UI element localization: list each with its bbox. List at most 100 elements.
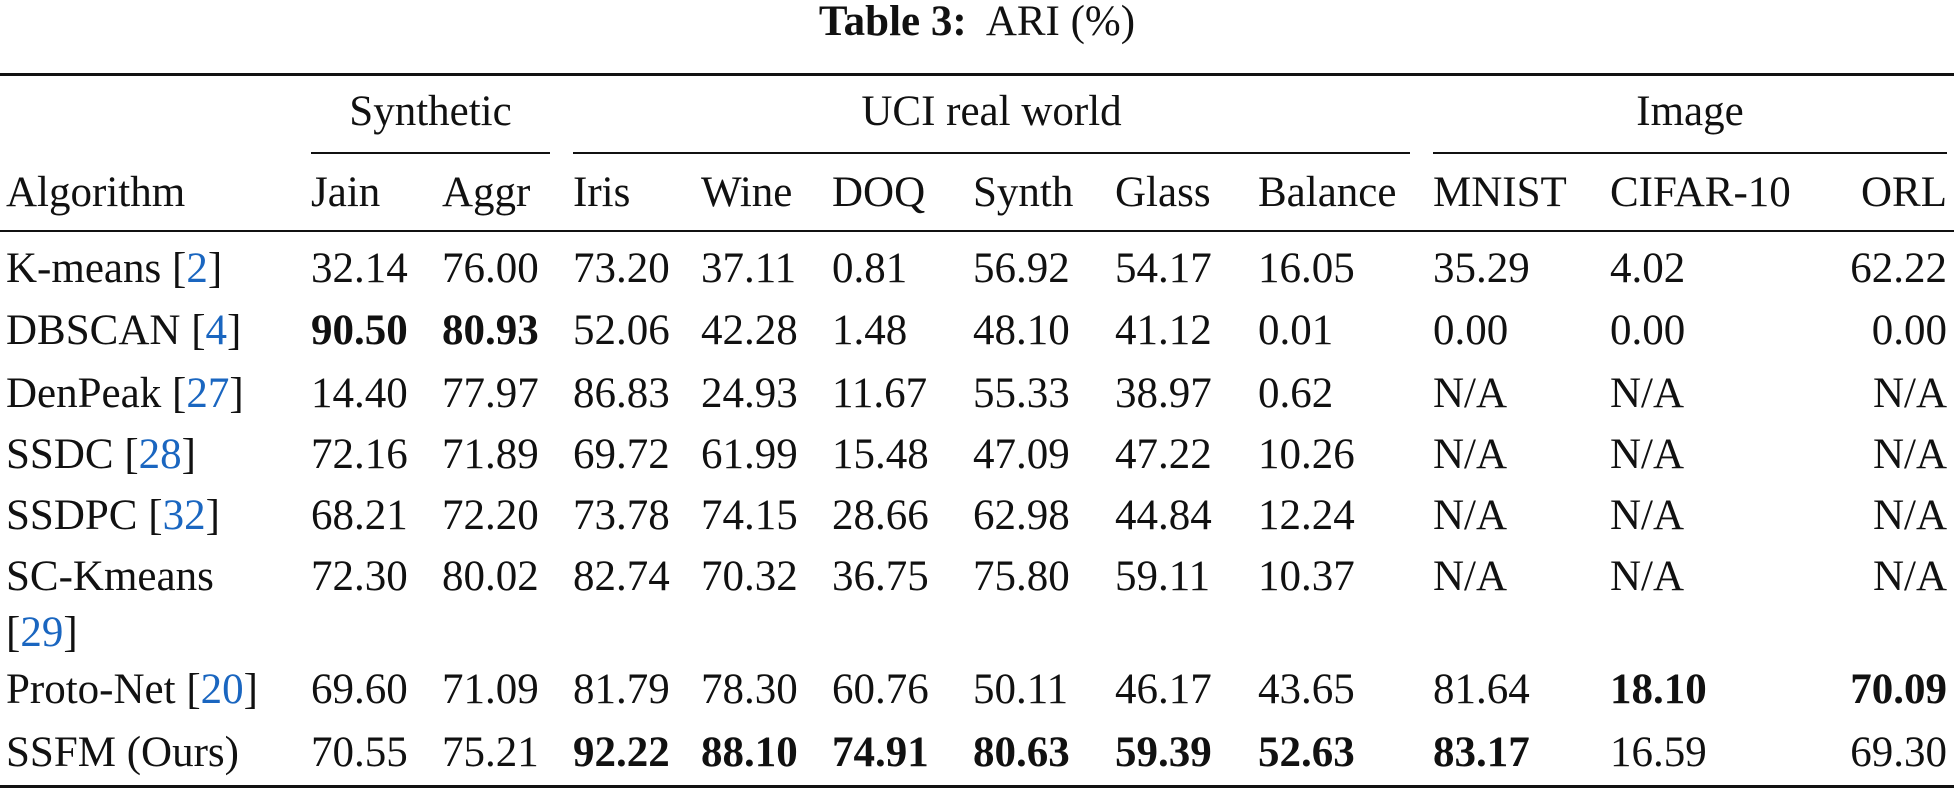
cite-bracket: [ <box>186 666 201 713</box>
table-cell: 74.15 <box>701 492 798 539</box>
table-cell: 35.29 <box>1433 245 1530 292</box>
table-cell: N/A <box>1610 553 1685 600</box>
table-cell: N/A <box>1433 553 1508 600</box>
table-cell: 81.64 <box>1433 666 1530 713</box>
caption-text: ARI (%) <box>985 0 1136 45</box>
top-rule <box>0 73 1954 76</box>
cite-bracket: [ <box>6 609 21 656</box>
algorithm-cell: K-means [2] <box>6 241 296 297</box>
table-cell: 83.17 <box>1433 729 1530 776</box>
table-cell: 0.81 <box>832 245 908 292</box>
table-cell: 69.72 <box>573 431 670 478</box>
column-header: Glass <box>1115 169 1211 216</box>
table-cell: 70.32 <box>701 553 798 600</box>
group-header: UCI real world <box>861 88 1122 135</box>
table-cell: 41.12 <box>1115 307 1212 354</box>
citation-number: 32 <box>162 492 206 539</box>
table-cell: 14.40 <box>311 370 408 417</box>
table-cell: 56.92 <box>973 245 1070 292</box>
table-cell: 18.10 <box>1610 666 1707 713</box>
column-header: DOQ <box>832 169 926 216</box>
table-cell: 80.02 <box>442 553 539 600</box>
column-header: Synth <box>973 169 1074 216</box>
table-cell: N/A <box>1433 431 1508 478</box>
table-cell: 0.00 <box>1610 307 1686 354</box>
column-header: MNIST <box>1433 169 1567 216</box>
table-cell: 71.89 <box>442 431 539 478</box>
algorithm-name: SC-Kmeans <box>6 553 214 600</box>
citation: [20] <box>186 666 258 713</box>
table-cell: 69.30 <box>1850 729 1947 776</box>
algorithm-name: DenPeak <box>6 370 162 417</box>
table-cell: 47.22 <box>1115 431 1212 478</box>
mid-rule <box>0 230 1954 232</box>
table-cell: 59.39 <box>1115 729 1212 776</box>
table-cell: N/A <box>1610 492 1685 539</box>
citation-number: 28 <box>138 431 182 478</box>
table-cell: N/A <box>1433 492 1508 539</box>
citation-number: 4 <box>205 307 228 354</box>
table-cell: N/A <box>1872 492 1947 539</box>
table-cell: 62.98 <box>973 492 1070 539</box>
table-cell: 0.01 <box>1258 307 1334 354</box>
table-cell: 76.00 <box>442 245 539 292</box>
table-cell: 44.84 <box>1115 492 1212 539</box>
table-cell: 42.28 <box>701 307 798 354</box>
citation-number: 27 <box>186 370 230 417</box>
citation: [28] <box>124 431 196 478</box>
group-underline <box>311 152 550 154</box>
table-cell: 73.20 <box>573 245 670 292</box>
table-cell: 15.48 <box>832 431 929 478</box>
table-cell: 77.97 <box>442 370 539 417</box>
table-cell: 80.63 <box>973 729 1070 776</box>
table-cell: 70.09 <box>1850 666 1947 713</box>
citation: [29] <box>6 609 78 656</box>
table-cell: N/A <box>1433 370 1508 417</box>
table-cell: 80.93 <box>442 307 539 354</box>
caption-label: Table 3: <box>818 0 967 45</box>
table-cell: 72.16 <box>311 431 408 478</box>
table-cell: 0.62 <box>1258 370 1334 417</box>
algorithm-cell: SSDPC [32] <box>6 488 296 544</box>
cite-bracket: ] <box>205 492 220 539</box>
algorithm-cell: SSFM (Ours) <box>6 725 296 781</box>
citation-number: 2 <box>186 245 208 292</box>
algorithm-name: SSDPC <box>6 492 138 539</box>
table-cell: N/A <box>1610 370 1685 417</box>
table-cell: 72.30 <box>311 553 408 600</box>
table-cell: 38.97 <box>1115 370 1212 417</box>
table-cell: 88.10 <box>701 729 798 776</box>
table-cell: 46.17 <box>1115 666 1212 713</box>
table-cell: 52.63 <box>1258 729 1355 776</box>
column-header: Algorithm <box>6 169 186 216</box>
table-cell: 82.74 <box>573 553 670 600</box>
cite-bracket: [ <box>191 307 206 354</box>
table-cell: 70.55 <box>311 729 408 776</box>
table-caption: Table 3: ARI (%) <box>0 0 1954 50</box>
table-cell: N/A <box>1872 370 1947 417</box>
cite-bracket: ] <box>227 307 242 354</box>
table-cell: 47.09 <box>973 431 1070 478</box>
table-cell: 0.00 <box>1871 307 1947 354</box>
table-cell: 69.60 <box>311 666 408 713</box>
cite-bracket: [ <box>148 492 163 539</box>
citation: [32] <box>148 492 220 539</box>
table-cell: 48.10 <box>973 307 1070 354</box>
column-header: Jain <box>311 169 381 216</box>
cite-bracket: ] <box>229 370 244 417</box>
column-header: Aggr <box>442 169 531 216</box>
table-cell: 62.22 <box>1850 245 1947 292</box>
algorithm-cell: SC-Kmeans [29] <box>6 549 296 661</box>
algorithm-name: SSFM (Ours) <box>6 729 239 776</box>
table-cell: 90.50 <box>311 307 408 354</box>
table-cell: 68.21 <box>311 492 408 539</box>
table-cell: 81.79 <box>573 666 670 713</box>
table-cell: 54.17 <box>1115 245 1212 292</box>
table-cell: 4.02 <box>1610 245 1686 292</box>
table-cell: 72.20 <box>442 492 539 539</box>
cite-bracket: ] <box>243 666 258 713</box>
algorithm-name: Proto-Net <box>6 666 176 713</box>
table-cell: N/A <box>1610 431 1685 478</box>
table-cell: 59.11 <box>1115 553 1211 600</box>
